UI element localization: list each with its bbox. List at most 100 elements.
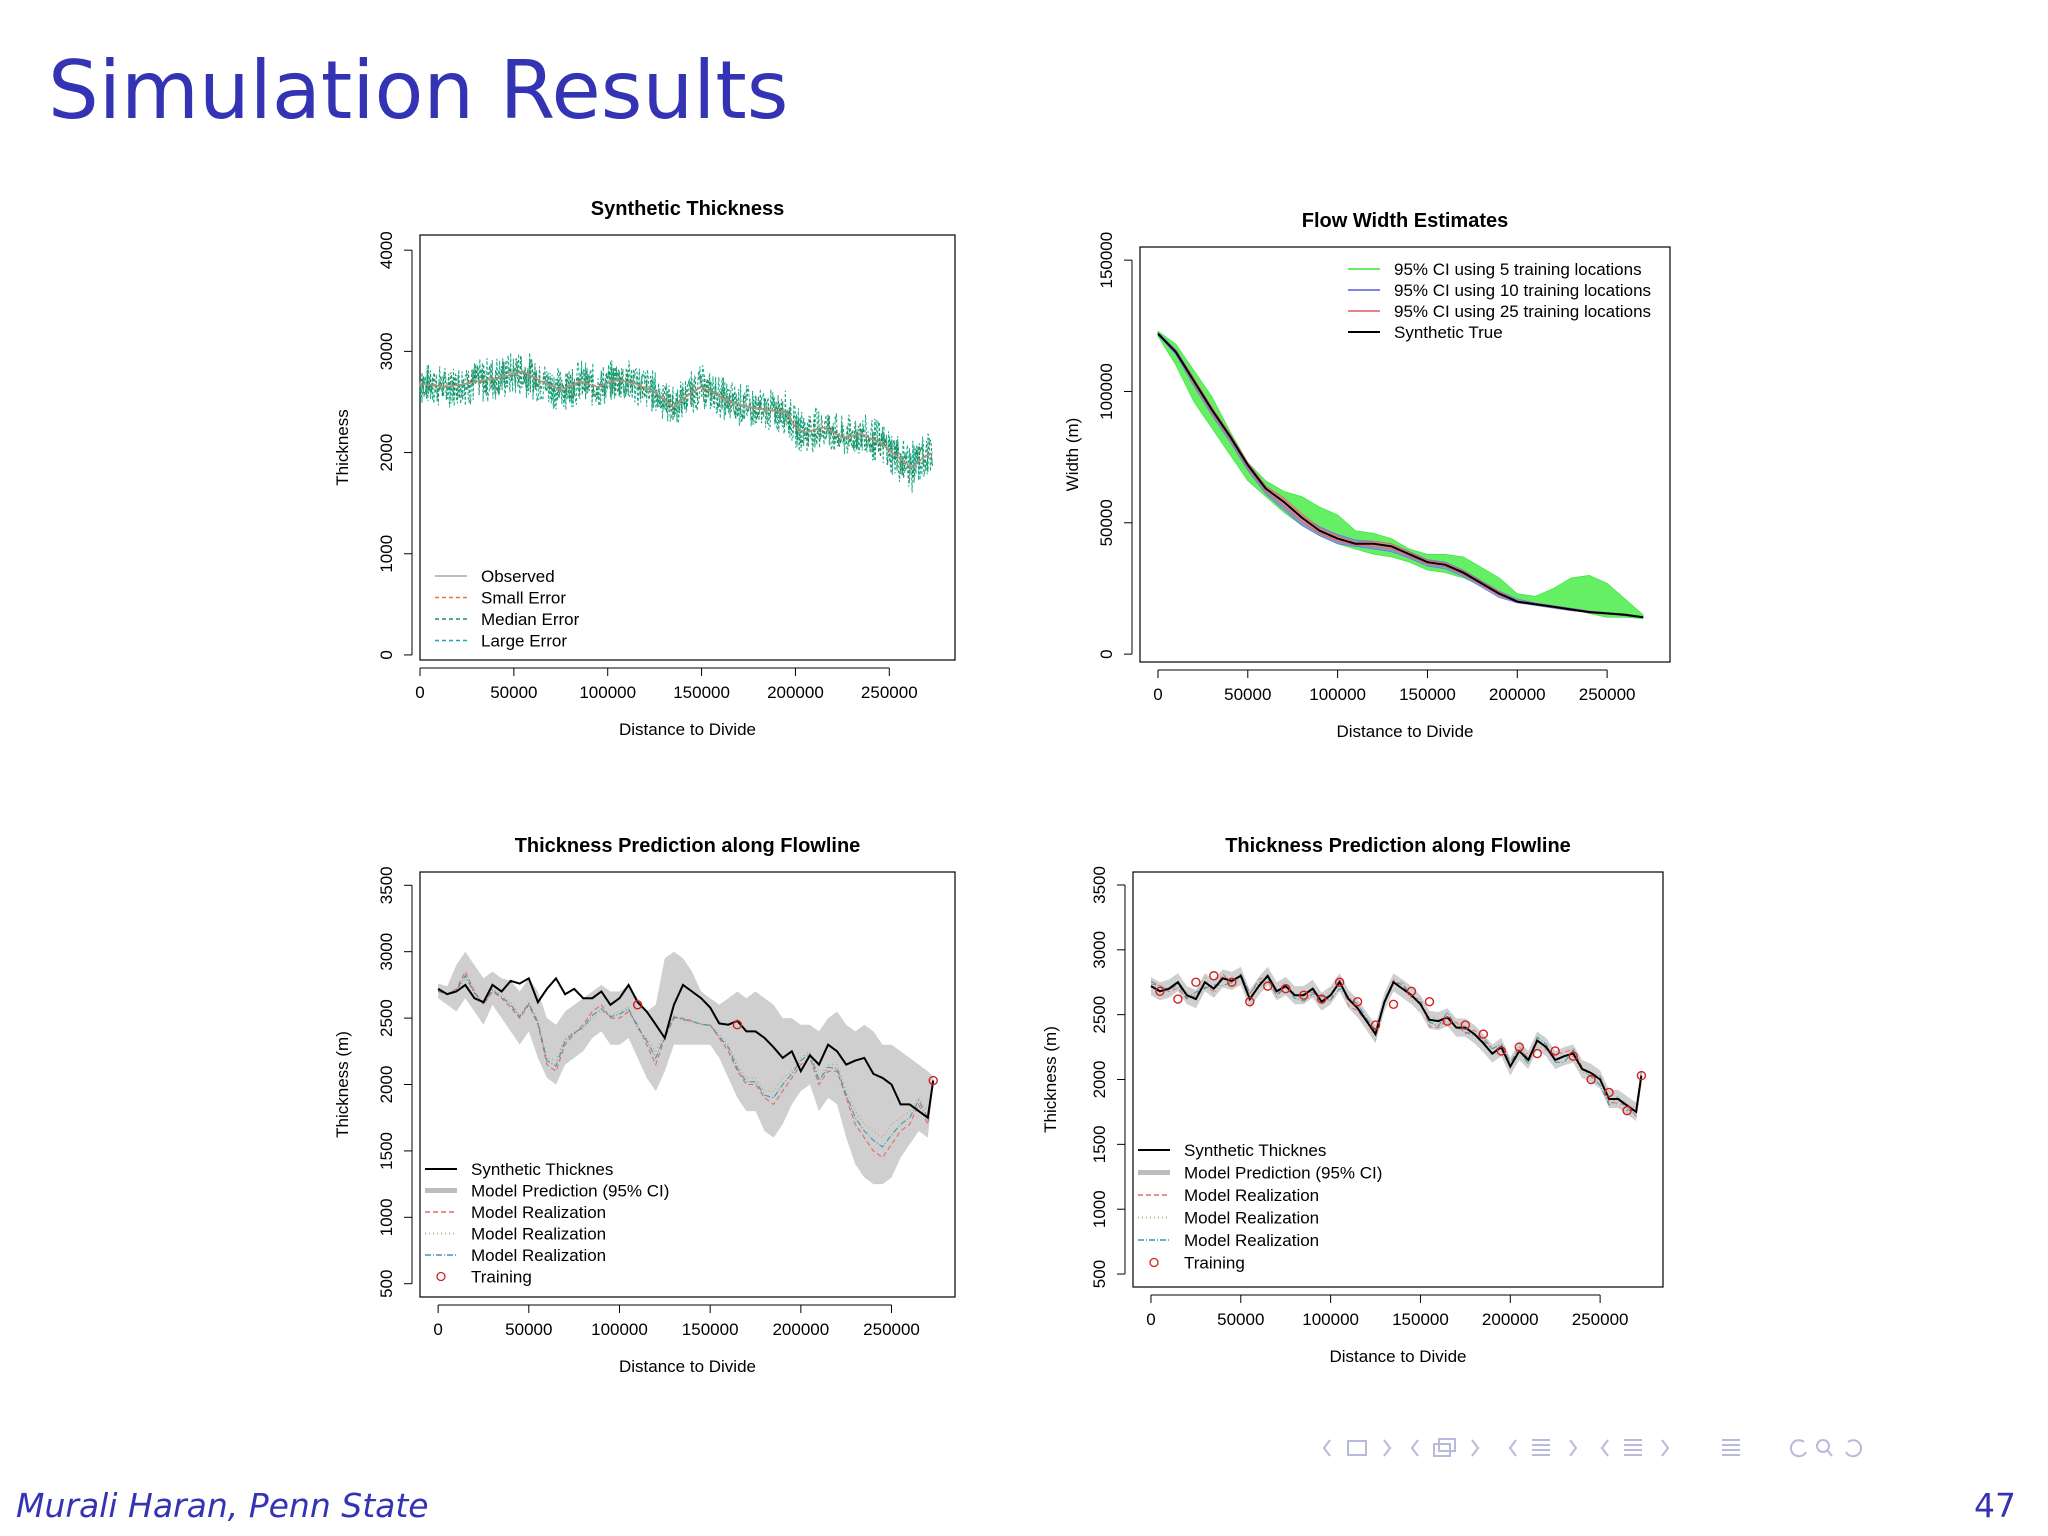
training-point [1478, 1029, 1489, 1039]
beamer-navigation-svg[interactable] [1310, 1430, 2030, 1466]
y-axis-label: Thickness [333, 409, 352, 486]
series-synthetic-thickness [1150, 974, 1643, 1114]
section-icon[interactable] [1624, 1439, 1642, 1456]
ci-band [1151, 966, 1642, 1121]
toc-icon[interactable] [1722, 1439, 1740, 1456]
x-tick-label: 0 [1153, 685, 1162, 704]
legend-swatch [436, 1271, 446, 1282]
y-tick-label: 500 [377, 1270, 396, 1298]
training-point [1352, 996, 1363, 1007]
plot-frame [1139, 246, 1671, 663]
training-point [1155, 986, 1165, 997]
training-point [1227, 977, 1237, 987]
training-point [1370, 1020, 1381, 1030]
legend-label: 95% CI using 25 training locations [1394, 302, 1651, 321]
x-tick-label: 100000 [1302, 1310, 1359, 1329]
nav-right-arrow-icon[interactable] [1471, 1439, 1480, 1457]
nav-left-arrow-icon[interactable] [1600, 1439, 1609, 1457]
training-point [1209, 971, 1219, 981]
legend-label: Observed [481, 567, 555, 586]
legend-label: Model Realization [471, 1225, 606, 1244]
x-tick-label: 250000 [863, 1320, 920, 1339]
y-tick-label: 0 [377, 650, 396, 659]
frame-icon[interactable] [1347, 1440, 1367, 1456]
series-synthetic-true [1157, 333, 1644, 619]
training-point [1406, 986, 1417, 997]
legend-label: Training [471, 1268, 532, 1287]
beamer-navigation-bar[interactable] [1310, 1430, 2030, 1466]
training-point [1460, 1020, 1471, 1030]
nav-left-arrow-icon[interactable] [1410, 1439, 1419, 1457]
training-point [1334, 977, 1345, 987]
y-axis-label: Thickness (m) [333, 1031, 352, 1138]
nav-left-arrow-shape [1410, 1439, 1419, 1457]
plot-frame [1132, 871, 1664, 1288]
x-tick-label: 100000 [579, 683, 636, 702]
subsection-icon[interactable] [1433, 1438, 1456, 1457]
nav-right-arrow-icon[interactable] [1661, 1439, 1670, 1457]
legend-label: Small Error [481, 589, 566, 608]
legend-label: Synthetic True [1394, 323, 1503, 342]
nav-right-arrow-icon[interactable] [1383, 1439, 1392, 1457]
ci-band [438, 951, 934, 1185]
undo-icon[interactable] [1789, 1439, 1807, 1458]
training-point [1550, 1046, 1560, 1056]
nav-left-arrow-icon[interactable] [1322, 1439, 1331, 1457]
x-tick-label: 100000 [591, 1320, 648, 1339]
x-axis-label: Distance to Divide [619, 1357, 756, 1376]
y-axis-label: Width (m) [1063, 418, 1082, 492]
y-tick-label: 3500 [377, 866, 396, 904]
legend-label: Model Prediction (95% CI) [1184, 1164, 1382, 1183]
training-point [1245, 996, 1255, 1007]
undo-shape [1789, 1439, 1807, 1458]
nav-right-arrow-icon[interactable] [1569, 1439, 1578, 1457]
search-icon[interactable] [1816, 1439, 1833, 1457]
redo-icon[interactable] [1845, 1439, 1863, 1458]
chart-thickness-prediction-right-svg: Thickness Prediction along Flowline Dista… [1041, 835, 1664, 1366]
x-tick-label: 0 [415, 683, 424, 702]
y-tick-label: 3000 [377, 933, 396, 971]
nav-right-arrow-shape [1661, 1439, 1670, 1457]
nav-right-arrow-shape [1569, 1439, 1578, 1457]
y-tick-label: 3500 [1090, 866, 1109, 904]
x-tick-label: 200000 [767, 683, 824, 702]
series-model-realization [437, 970, 934, 1159]
x-axis-label: Distance to Divide [1329, 1347, 1466, 1366]
chart-flow-width-svg: Flow Width Estimates Distance to Divide Wi… [1063, 210, 1671, 741]
training-point [1514, 1042, 1524, 1052]
y-tick-label: 1500 [1090, 1125, 1109, 1163]
training-point [1173, 994, 1183, 1004]
x-tick-label: 50000 [490, 683, 537, 702]
x-tick-label: 150000 [673, 683, 730, 702]
x-tick-label: 50000 [505, 1320, 552, 1339]
footer-author: Murali Haran, Penn State [16, 1486, 429, 1525]
chart-thickness-prediction-left: Thickness Prediction along Flowline Dista… [300, 820, 980, 1400]
chart-title: Thickness Prediction along Flowline [515, 835, 861, 857]
nav-right-arrow-shape [1471, 1439, 1480, 1457]
section-icon[interactable] [1532, 1439, 1550, 1456]
y-tick-label: 1000 [377, 1198, 396, 1236]
legend-label: Median Error [481, 610, 580, 629]
y-tick-label: 3000 [1090, 931, 1109, 969]
chart-synthetic-thickness-svg: Synthetic Thickness Distance to Divide Thi… [333, 198, 956, 739]
legend-label: Model Realization [1184, 1186, 1319, 1205]
x-tick-label: 50000 [1224, 685, 1271, 704]
series-model-realization [1150, 974, 1642, 1112]
y-tick-label: 1500 [377, 1132, 396, 1170]
x-tick-label: 250000 [1572, 1310, 1629, 1329]
y-tick-label: 500 [1090, 1260, 1109, 1288]
y-tick-label: 0 [1097, 649, 1116, 658]
series-median-error [419, 355, 933, 484]
legend-label: Training [1184, 1254, 1245, 1273]
training-point [1532, 1048, 1542, 1059]
nav-left-arrow-icon[interactable] [1508, 1439, 1517, 1457]
x-tick-label: 200000 [1482, 1310, 1539, 1329]
x-tick-label: 150000 [1392, 1310, 1449, 1329]
legend-label: Model Realization [471, 1246, 606, 1265]
x-tick-label: 250000 [861, 683, 918, 702]
training-point [1388, 999, 1399, 1009]
series-model-realization [437, 974, 934, 1148]
nav-right-arrow-shape [1383, 1439, 1392, 1457]
legend-label: Model Realization [471, 1203, 606, 1222]
x-tick-label: 250000 [1579, 685, 1636, 704]
